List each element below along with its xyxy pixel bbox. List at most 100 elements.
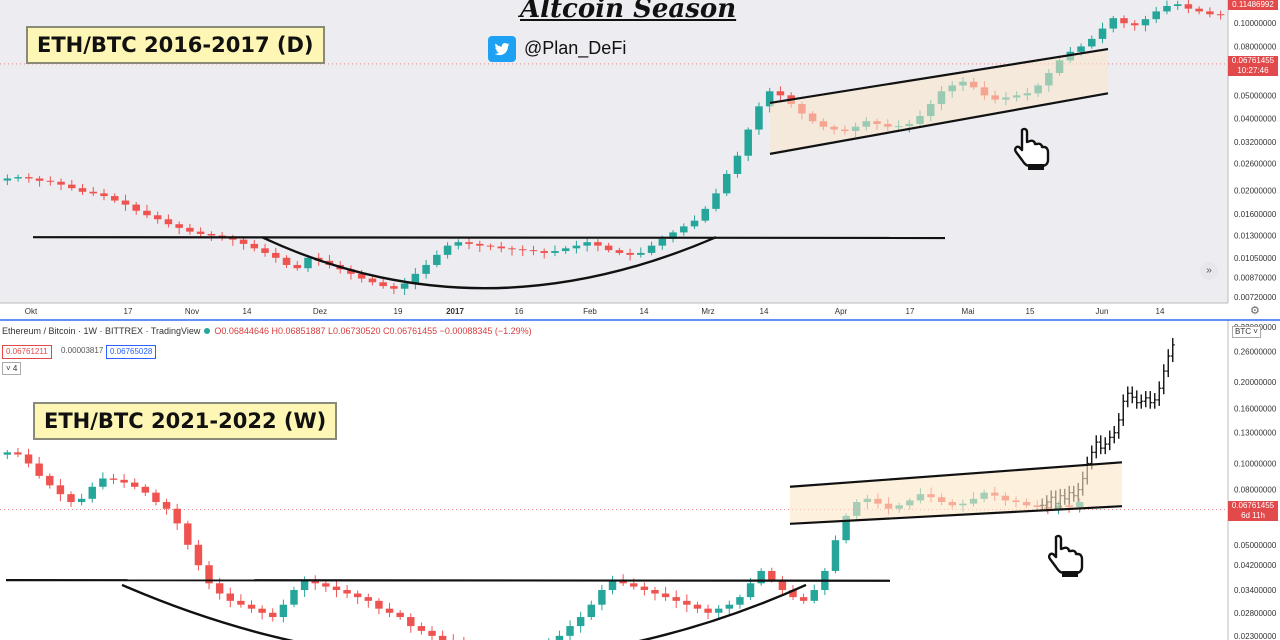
top-x-tick-label: 14: [1156, 307, 1165, 316]
bottom-candle-body: [746, 583, 755, 598]
top-x-tick-label: Mai: [962, 307, 975, 316]
scroll-right-button[interactable]: »: [1200, 262, 1218, 280]
top-y-tick-label: 0.04000000: [1234, 115, 1277, 124]
bottom-candle-body: [693, 604, 702, 609]
top-candle-body: [1098, 28, 1107, 39]
bottom-candle-body: [152, 492, 160, 503]
top-candle-body: [540, 251, 548, 253]
bottom-candle-body: [24, 454, 33, 464]
gear-icon[interactable]: ⚙: [1250, 305, 1260, 317]
bottom-candle-body: [14, 452, 22, 455]
top-candle-body: [497, 246, 506, 249]
top-y-axis-bg: [1228, 0, 1280, 303]
bottom-candle-body: [438, 635, 447, 640]
currency-label: BTC: [1235, 327, 1251, 336]
top-price-tag-current: 0.06761455 10:27:46: [1228, 56, 1278, 76]
bottom-candle-body: [99, 478, 107, 487]
top-candle-body: [68, 184, 76, 189]
bottom-candle-body: [630, 583, 638, 587]
bottom-candle-body: [237, 600, 245, 605]
top-candle-body: [604, 245, 613, 251]
bottom-candle-body: [651, 590, 659, 594]
indicator-count: 4: [12, 364, 18, 373]
top-candle-body: [637, 252, 645, 255]
top-y-tick-label: 0.00870000: [1234, 273, 1277, 282]
bottom-y-tick-label: 0.05000000: [1234, 541, 1277, 550]
bottom-rounded-bottom-arc: [121, 583, 807, 640]
top-candle-body: [1077, 46, 1085, 52]
top-candle-body: [3, 178, 12, 181]
top-candle-body: [680, 226, 688, 233]
top-candle-body: [1152, 11, 1160, 20]
bottom-channel-upper-line: [789, 461, 1123, 488]
top-candle-body: [1184, 4, 1193, 9]
top-candle-body: [1216, 14, 1225, 16]
top-candle-body: [658, 238, 667, 246]
top-candle-body: [1163, 5, 1171, 12]
top-candle-body: [647, 245, 656, 253]
bottom-candle-body: [555, 635, 564, 640]
bottom-candle-body: [353, 593, 362, 598]
currency-selector[interactable]: BTC ˅: [1232, 326, 1261, 338]
bottom-candle-body: [619, 580, 627, 584]
top-candle-body: [379, 282, 387, 287]
bottom-candle-body: [736, 597, 744, 605]
top-candle-body: [626, 252, 634, 255]
top-candle-body: [143, 210, 151, 216]
top-candle-body: [14, 177, 22, 179]
top-candle-body: [25, 177, 33, 179]
bottom-candle-body: [46, 475, 54, 486]
top-x-tick-label: Apr: [835, 307, 848, 316]
top-candle-body: [583, 242, 591, 246]
top-price-value: 0.06761455: [1231, 56, 1275, 65]
bottom-price-time: 6d 11h: [1241, 511, 1265, 520]
top-candle-body: [572, 245, 581, 249]
top-candle-body: [304, 257, 312, 269]
bottom-candle-body: [290, 590, 298, 605]
top-x-tick-label: Mrz: [701, 307, 714, 316]
legend-ohlc: O0.06844646 H0.06851887 L0.06730520 C0.0…: [214, 326, 532, 336]
top-candle-body: [261, 248, 269, 253]
bottom-candle-body: [831, 540, 840, 571]
top-candle-body: [594, 242, 602, 246]
top-candle-body: [207, 233, 216, 236]
top-y-tick-label: 0.01600000: [1234, 210, 1277, 219]
bottom-candle-body: [35, 463, 43, 476]
bottom-candle-body: [77, 498, 86, 503]
top-candle-body: [1195, 8, 1203, 12]
bottom-candle-body: [131, 482, 139, 487]
bottom-y-tick-label: 0.02300000: [1234, 632, 1277, 640]
bottom-candle-body: [576, 617, 585, 627]
bottom-candle-body: [332, 586, 341, 591]
top-candle-body: [78, 188, 87, 192]
top-candle-body: [239, 239, 248, 244]
top-candle-body: [35, 178, 44, 181]
bottom-candle-body: [109, 478, 118, 480]
bottom-candle-body: [364, 597, 373, 601]
top-x-tick-label: 19: [394, 307, 403, 316]
bottom-candle-body: [226, 593, 234, 601]
top-x-tick-label: Jun: [1096, 307, 1109, 316]
bottom-candle-body: [672, 597, 680, 601]
collapse-indicators-button[interactable]: ˅ 4: [2, 362, 22, 375]
top-price-tag-high: 0.11486992: [1228, 0, 1278, 10]
bottom-y-tick-label: 0.08000000: [1234, 486, 1277, 495]
top-candle-body: [765, 91, 774, 107]
top-x-tick-label: Dez: [313, 307, 327, 316]
bottom-candle-body: [300, 580, 309, 591]
top-y-tick-label: 0.02600000: [1234, 159, 1277, 168]
top-candle-body: [508, 248, 516, 250]
bottom-candle-body: [778, 580, 787, 591]
bottom-candle-body: [661, 593, 670, 598]
top-candle-body: [561, 248, 570, 252]
top-candle-body: [186, 227, 194, 232]
buy-price-box[interactable]: 0.06765028: [106, 345, 157, 359]
top-channel-fill: [770, 49, 1108, 154]
bottom-candle-body: [67, 494, 75, 503]
bottom-candle-body: [640, 586, 649, 591]
bottom-candle-body: [322, 583, 330, 587]
bottom-candle-body: [215, 583, 224, 594]
bottom-candle-body: [799, 597, 808, 601]
sell-price-box[interactable]: 0.06761211: [2, 345, 52, 359]
